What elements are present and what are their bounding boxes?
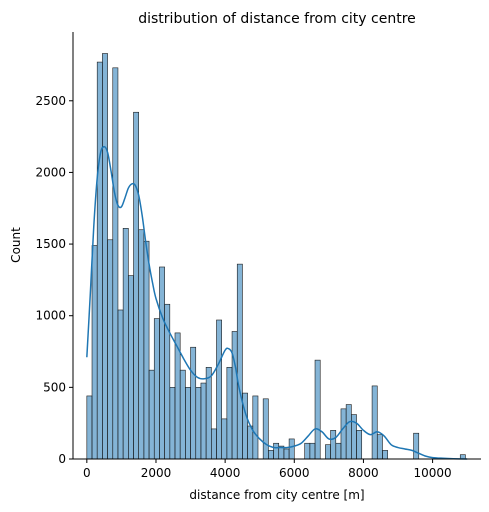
y-tick-label: 1500 — [35, 237, 66, 251]
histogram-bar — [231, 331, 238, 460]
histogram-bar — [382, 450, 388, 460]
histogram-bar — [273, 442, 280, 460]
histogram-bar — [153, 318, 160, 460]
histogram-bar — [345, 404, 352, 460]
x-tick-label: 4000 — [210, 466, 241, 480]
histogram-bar — [169, 387, 176, 460]
histogram-bar — [86, 395, 93, 460]
histogram-bar — [247, 425, 254, 460]
histogram-bar — [96, 61, 103, 460]
histogram-bar — [112, 67, 119, 460]
histogram-bar — [413, 432, 420, 460]
x-tick-label: 6000 — [279, 466, 310, 480]
x-tick-label: 0 — [83, 466, 91, 480]
histogram-bar — [268, 450, 274, 460]
histogram-bar — [236, 263, 243, 460]
y-tick-label: 0 — [58, 452, 66, 466]
histogram-bar — [309, 442, 316, 460]
histogram-bar — [262, 398, 269, 460]
histogram-bar — [325, 444, 331, 460]
histogram-bar — [133, 111, 139, 460]
x-tick-label: 10000 — [413, 466, 451, 480]
x-tick-label: 2000 — [141, 466, 172, 480]
histogram-bar — [107, 239, 114, 460]
histogram-bar — [340, 408, 347, 460]
histogram-bar — [159, 266, 165, 460]
histogram-bar — [205, 366, 212, 460]
histogram-bar — [91, 245, 98, 460]
y-tick-label: 2500 — [35, 94, 66, 108]
histogram-bar — [102, 53, 108, 460]
histogram-bar — [179, 369, 186, 460]
chart-title: distribution of distance from city centr… — [138, 11, 416, 27]
histogram-bar — [221, 418, 228, 460]
histogram-bar — [371, 385, 378, 460]
kde-curve — [86, 145, 468, 460]
histogram-bar — [195, 387, 202, 460]
y-axis-label: Count — [9, 227, 23, 263]
histogram-bar — [335, 442, 342, 460]
histogram-bar — [356, 430, 363, 460]
histogram-bar — [330, 430, 337, 460]
histogram-bar — [226, 366, 233, 460]
histogram-bars — [86, 53, 466, 460]
histogram-bar — [200, 382, 207, 460]
histogram-bar — [143, 240, 150, 460]
histogram-bar — [283, 448, 290, 460]
histogram-bar — [128, 275, 134, 460]
histogram-bar — [216, 319, 222, 460]
histogram-bar — [117, 309, 124, 460]
histogram-bar — [314, 359, 321, 460]
histogram-bar — [185, 387, 191, 460]
histogram-bar — [252, 395, 259, 460]
histogram-bar — [288, 438, 295, 460]
y-axis-ticks: 0 500 1000 1500 2000 2500 — [35, 94, 73, 466]
histogram-bar — [304, 442, 311, 460]
histogram-bar — [211, 428, 217, 460]
y-tick-label: 2000 — [35, 165, 66, 179]
x-axis-ticks: 0 2000 4000 6000 8000 10000 — [83, 459, 452, 480]
histogram-bar — [148, 369, 155, 460]
histogram-bar — [122, 228, 129, 460]
histogram-bar — [376, 434, 383, 460]
histogram-bar — [138, 229, 145, 460]
x-tick-label: 8000 — [348, 466, 379, 480]
y-tick-label: 500 — [43, 380, 66, 394]
y-tick-label: 1000 — [35, 309, 66, 323]
x-axis-label: distance from city centre [m] — [189, 488, 364, 502]
histogram-bar — [190, 346, 197, 460]
